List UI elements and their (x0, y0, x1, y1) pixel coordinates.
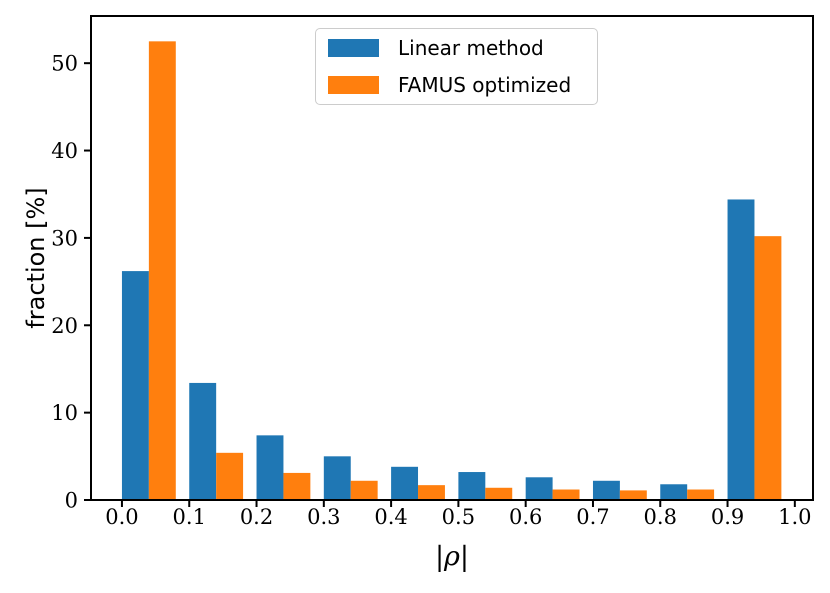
bar-linear-method-bin-1 (189, 382, 217, 500)
x-tick-label-0.4: 0.4 (374, 505, 407, 529)
x-tick-label-0.5: 0.5 (442, 505, 475, 529)
x-tick-label-0.7: 0.7 (576, 505, 609, 529)
bar-linear-method-bin-5 (458, 472, 486, 500)
x-tick-label-1.0: 1.0 (778, 505, 811, 529)
bar-famus-optimized-bin-0 (148, 41, 176, 501)
legend-label-famus-optimized: FAMUS optimized (398, 73, 572, 97)
bar-linear-method-bin-6 (525, 477, 553, 500)
bar-famus-optimized-bin-4 (418, 485, 445, 500)
bar-famus-optimized-bin-5 (485, 487, 513, 500)
x-tick-label-0.2: 0.2 (240, 505, 273, 529)
x-axis-label: |ρ| (434, 541, 470, 573)
x-tick-label-0.3: 0.3 (307, 505, 340, 529)
bar-famus-optimized-bin-1 (216, 452, 244, 500)
y-tick-label-50: 50 (51, 52, 78, 76)
legend-item-famus-optimized: FAMUS optimized (328, 73, 585, 97)
legend-label-linear-method: Linear method (398, 36, 544, 60)
x-tick-label-0.9: 0.9 (711, 505, 744, 529)
y-tick-label-20: 20 (51, 314, 78, 338)
legend-swatch-blue (328, 39, 379, 57)
legend: Linear method FAMUS optimized (315, 28, 598, 105)
bar-famus-optimized-bin-3 (350, 480, 378, 500)
y-axis-label: fraction [%] (22, 187, 50, 329)
bar-famus-optimized-bin-8 (687, 489, 715, 500)
bar-linear-method-bin-7 (592, 480, 620, 500)
y-tick-label-30: 30 (51, 226, 78, 250)
bar-linear-method-bin-3 (323, 456, 351, 500)
bar-famus-optimized-bin-6 (552, 489, 580, 500)
plot-area-spines (90, 15, 814, 501)
legend-item-linear-method: Linear method (328, 36, 585, 60)
bar-linear-method-bin-9 (727, 199, 755, 500)
legend-swatch-orange (328, 76, 379, 94)
y-tick-label-10: 10 (51, 401, 78, 425)
x-tick-label-0.1: 0.1 (173, 505, 206, 529)
x-tick-label-0.8: 0.8 (644, 505, 677, 529)
x-tick-label-0.0: 0.0 (105, 505, 138, 529)
y-tick-label-0: 0 (65, 489, 78, 513)
bar-linear-method-bin-0 (121, 271, 149, 500)
bar-linear-method-bin-4 (391, 466, 419, 500)
bar-linear-method-bin-8 (660, 484, 688, 500)
y-tick-label-40: 40 (51, 139, 78, 163)
bar-famus-optimized-bin-9 (754, 236, 782, 500)
x-tick-label-0.6: 0.6 (509, 505, 542, 529)
bar-famus-optimized-bin-2 (283, 472, 311, 500)
bar-linear-method-bin-2 (256, 435, 284, 500)
bar-famus-optimized-bin-7 (619, 490, 647, 500)
